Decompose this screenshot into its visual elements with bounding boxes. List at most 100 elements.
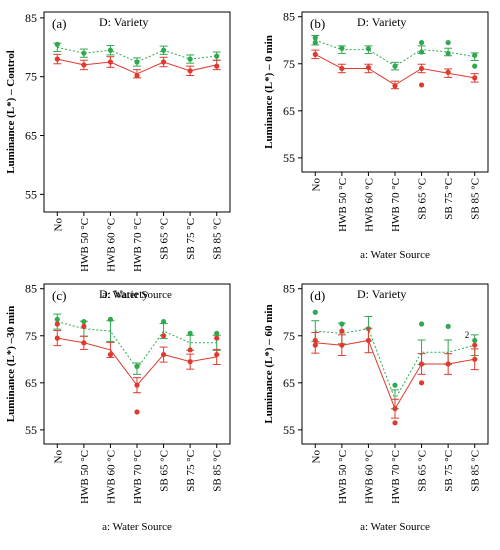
x-tick-label: No xyxy=(310,450,322,464)
panel-label: (b) xyxy=(310,16,325,31)
x-tick-label: HWB 50 °C xyxy=(79,450,91,504)
data-point xyxy=(418,49,425,55)
chart-title: D: Variety xyxy=(357,287,406,301)
x-tick-label: No xyxy=(52,218,64,232)
data-point xyxy=(445,39,451,46)
data-point xyxy=(187,56,193,62)
x-tick-label: SB 85 °C xyxy=(470,450,482,492)
data-point xyxy=(187,359,193,365)
data-point xyxy=(445,361,451,367)
y-tick-label: 65 xyxy=(283,104,295,118)
data-point xyxy=(134,363,140,369)
x-tick-label: HWB 50 °C xyxy=(337,178,349,232)
y-tick-label: 85 xyxy=(283,282,295,296)
x-tick-label: SB 65 °C xyxy=(159,450,171,492)
x-tick-label: SB 85 °C xyxy=(212,450,224,492)
x-tick-label: SB 75 °C xyxy=(443,450,455,492)
y-tick-label: 75 xyxy=(283,329,295,343)
data-point xyxy=(365,46,372,52)
chart-panel: 55 65 75 85 No HWB 50 °C HWB 60 °C HWB 70 °C SB … xyxy=(263,282,489,533)
x-tick-label: No xyxy=(52,450,64,464)
data-point xyxy=(365,337,372,344)
x-tick-label: SB 65 °C xyxy=(417,178,429,220)
data-point xyxy=(54,316,60,322)
data-point xyxy=(214,63,220,69)
x-axis-label: a: Water Source xyxy=(102,521,172,533)
data-point xyxy=(418,65,425,72)
data-point xyxy=(418,39,425,46)
y-tick-label: 55 xyxy=(25,187,37,201)
data-point xyxy=(187,68,193,74)
x-tick-label: HWB 60 °C xyxy=(105,450,117,504)
x-tick-label: SB 85 °C xyxy=(470,178,482,220)
data-point xyxy=(214,53,220,59)
y-tick-label: 65 xyxy=(25,129,37,143)
data-point xyxy=(54,56,60,62)
data-point xyxy=(160,59,167,65)
data-point xyxy=(81,319,87,325)
data-point xyxy=(160,47,167,53)
x-axis-label: a: Water Source xyxy=(360,521,430,533)
data-point xyxy=(54,335,60,341)
y-tick-label: 75 xyxy=(25,70,37,84)
x-tick-label: SB 75 °C xyxy=(185,218,197,260)
data-point xyxy=(160,333,167,339)
plot-frame xyxy=(301,283,489,445)
data-point xyxy=(339,328,345,334)
data-point xyxy=(392,83,398,89)
y-tick-label: 65 xyxy=(283,376,295,390)
data-point xyxy=(312,51,318,57)
x-tick-label: No xyxy=(310,178,322,192)
y-axis-label: Luminance (L*) – 0 min xyxy=(263,35,275,149)
data-point xyxy=(392,382,398,388)
chart-title: D: Variety xyxy=(99,15,148,29)
annotation-label: 2 xyxy=(465,330,470,340)
data-point xyxy=(312,342,318,348)
y-tick-label: 55 xyxy=(283,151,295,165)
panel-label: (c) xyxy=(52,288,66,303)
data-point xyxy=(339,321,345,327)
data-point xyxy=(472,342,478,348)
x-tick-label: HWB 50 °C xyxy=(79,218,91,272)
data-point xyxy=(81,62,87,68)
chart-title: D: Variety xyxy=(99,287,148,301)
y-tick-label: 85 xyxy=(25,282,37,296)
data-point xyxy=(445,69,451,75)
data-point xyxy=(54,41,60,47)
data-point xyxy=(312,39,318,46)
data-point xyxy=(134,72,140,79)
data-point xyxy=(472,337,478,344)
data-point xyxy=(472,75,478,81)
chart-panel: 55 65 75 85 No HWB 50 °C HWB 60 °C HWB 70 °C SB … xyxy=(263,10,489,261)
x-tick-label: SB 75 °C xyxy=(185,450,197,492)
data-point xyxy=(134,382,140,388)
plot-frame xyxy=(43,11,231,213)
data-point xyxy=(107,59,114,65)
data-point xyxy=(392,420,398,426)
data-point xyxy=(214,330,220,337)
data-point xyxy=(472,63,478,69)
y-axis-label: Luminance (L*) –30 min xyxy=(5,306,17,422)
data-point xyxy=(312,35,318,41)
data-point xyxy=(54,321,60,327)
x-tick-label: HWB 50 °C xyxy=(337,450,349,504)
data-point xyxy=(418,380,425,386)
x-axis-label: a: Water Source xyxy=(360,249,430,261)
data-point xyxy=(472,52,478,58)
x-tick-label: HWB 60 °C xyxy=(363,178,375,232)
chart-panel: 55 65 75 85 No HWB 50 °C HWB 60 °C HWB 70 °C SB … xyxy=(5,282,231,533)
y-tick-label: 75 xyxy=(25,329,37,343)
chart-title: D: Variety xyxy=(357,15,406,29)
data-point xyxy=(339,65,345,72)
y-tick-label: 85 xyxy=(25,11,37,25)
data-point xyxy=(392,406,398,412)
x-tick-label: SB 65 °C xyxy=(159,218,171,260)
y-tick-label: 65 xyxy=(25,376,37,390)
plot-frame xyxy=(301,11,489,173)
y-axis-label: Luminance (L*) – 60 min xyxy=(263,304,275,423)
data-point xyxy=(187,330,193,337)
x-tick-label: SB 65 °C xyxy=(417,450,429,492)
data-point xyxy=(339,342,345,348)
x-tick-label: SB 85 °C xyxy=(212,218,224,260)
